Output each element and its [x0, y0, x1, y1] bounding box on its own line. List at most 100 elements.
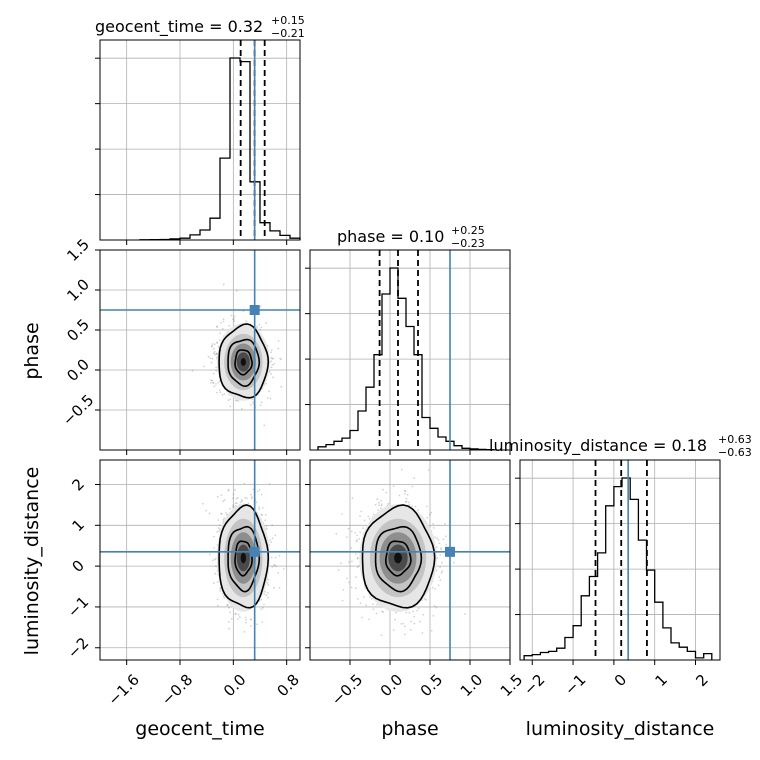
sample-point: [263, 593, 266, 595]
sample-point: [250, 404, 252, 406]
sample-point: [431, 586, 434, 589]
sample-point: [365, 604, 368, 607]
sample-point: [214, 572, 217, 575]
title-phase-minus: −0.23: [451, 237, 485, 250]
sample-point: [227, 399, 230, 402]
sample-point: [258, 323, 261, 326]
sample-point: [235, 399, 238, 402]
sample-point: [282, 568, 285, 570]
sample-point: [208, 553, 211, 556]
sample-point: [191, 369, 194, 372]
sample-point: [268, 390, 270, 393]
sample-point: [251, 496, 253, 498]
sample-point: [215, 353, 218, 355]
sample-point: [215, 366, 218, 369]
sample-point: [438, 542, 441, 545]
sample-point: [273, 586, 275, 589]
title-phase: phase = 0.10: [337, 227, 444, 246]
sample-point: [251, 401, 254, 404]
sample-point: [405, 497, 408, 500]
xlabel-geocent-time: geocent_time: [135, 718, 264, 740]
sample-point: [216, 495, 219, 498]
sample-point: [244, 616, 247, 619]
sample-point: [214, 565, 217, 567]
sample-point: [250, 625, 252, 627]
sample-point: [211, 559, 214, 562]
sample-point: [270, 556, 273, 559]
title-geocent-time-minus: −0.21: [271, 27, 305, 40]
sample-point: [408, 504, 411, 506]
sample-point: [220, 512, 223, 515]
sample-point: [270, 360, 273, 363]
sample-point: [215, 369, 218, 372]
sample-point: [223, 393, 226, 395]
sample-point: [234, 502, 237, 504]
sample-point: [217, 381, 220, 384]
sample-point: [270, 351, 272, 354]
sample-point: [250, 497, 253, 500]
ytick-label-luminosity_distance: 0: [68, 557, 87, 576]
sample-point: [228, 606, 230, 609]
sample-point: [279, 357, 281, 360]
contour-line: [374, 525, 423, 593]
sample-point: [230, 618, 233, 620]
sample-point: [358, 538, 360, 540]
sample-point: [382, 611, 385, 613]
sample-point: [216, 326, 219, 328]
density-level: [394, 552, 402, 564]
sample-point: [375, 612, 378, 615]
truth-marker: [445, 546, 455, 557]
sample-point: [232, 504, 235, 506]
sample-point: [362, 527, 364, 529]
sample-point: [435, 546, 438, 549]
sample-point: [372, 603, 374, 606]
sample-point: [280, 358, 282, 361]
sample-point: [372, 608, 375, 611]
sample-point: [270, 541, 272, 544]
sample-point: [263, 603, 265, 606]
sample-point: [249, 618, 252, 621]
sample-point: [238, 616, 241, 619]
sample-point: [346, 536, 348, 538]
sample-point: [359, 515, 361, 517]
sample-point: [264, 519, 267, 522]
sample-point: [404, 500, 407, 503]
sample-point: [223, 596, 226, 599]
sample-point: [378, 501, 380, 504]
sample-point: [247, 502, 250, 505]
sample-point: [208, 512, 211, 515]
sample-point: [377, 509, 379, 511]
sample-point: [417, 607, 420, 610]
ytick-label-luminosity_distance: −1: [64, 593, 92, 621]
title-geocent-time: geocent_time = 0.32: [95, 17, 263, 37]
sample-point: [270, 372, 273, 375]
sample-point: [249, 493, 252, 496]
sample-point: [260, 326, 263, 329]
sample-point: [429, 513, 431, 516]
sample-point: [350, 530, 353, 533]
sample-point: [215, 352, 218, 355]
xtick-label-geocent_time: 0.8: [273, 671, 303, 701]
sample-point: [260, 513, 263, 516]
sample-point: [437, 584, 440, 587]
sample-point: [265, 322, 267, 325]
sample-point: [423, 598, 426, 600]
sample-point: [370, 598, 373, 600]
sample-point: [268, 483, 271, 485]
sample-point: [267, 596, 269, 599]
contour-line: [384, 540, 412, 577]
sample-point: [237, 400, 240, 402]
sample-point: [244, 621, 247, 624]
sample-point: [255, 501, 258, 504]
sample-point: [272, 357, 275, 360]
sample-point: [425, 599, 427, 601]
sample-point: [367, 515, 370, 518]
sample-point: [213, 385, 216, 388]
sample-point: [241, 500, 243, 503]
sample-point: [210, 361, 213, 364]
sample-point: [350, 586, 353, 589]
sample-point: [381, 610, 384, 613]
sample-point: [403, 625, 406, 628]
xtick-label-geocent_time: −0.8: [158, 671, 196, 709]
